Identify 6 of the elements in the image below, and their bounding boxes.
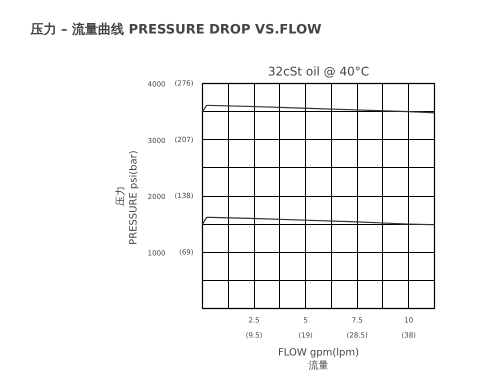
line-series xyxy=(202,216,434,226)
x-axis-title: FLOW gpm(lpm) 流量 xyxy=(278,348,360,372)
chart-title: 压力 – 流量曲线 PRESSURE DROP VS.FLOW xyxy=(30,22,322,38)
chart-subtitle: 32cSt oil @ 40°C xyxy=(268,64,370,78)
line-series xyxy=(202,104,434,114)
y-axis-title: 压力 PRESSURE psi(bar) xyxy=(114,150,140,245)
